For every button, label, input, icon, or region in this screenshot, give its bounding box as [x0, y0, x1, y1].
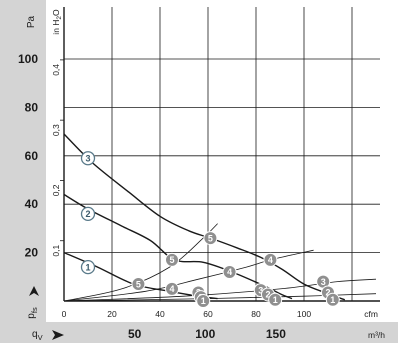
pa-tick-label: 20 [25, 246, 39, 260]
m3h-tick-label: 50 [128, 327, 142, 341]
operating-point-label: 5 [208, 233, 213, 243]
fan-curve-2 [63, 193, 293, 300]
operating-point-label: 1 [273, 295, 278, 305]
operating-point-label: 2 [265, 290, 270, 300]
m3h-tick-labels: 50 100 150 [128, 327, 286, 341]
cfm-tick-label: 100 [297, 309, 311, 319]
pfs-axis-title: pfs [26, 307, 39, 319]
operating-point-marker: 3 [80, 151, 96, 166]
operating-point-circle [80, 151, 96, 166]
operating-point-marker: 1 [325, 292, 340, 307]
inch-h2o-tick-label: 0,2 [51, 184, 61, 196]
inch-h2o-unit-end: O [51, 9, 61, 16]
operating-point-label: 3 [321, 277, 326, 287]
operating-point-circle [80, 259, 96, 275]
inch-h2o-unit-main: in H [51, 20, 61, 35]
pa-unit-label: Pa [26, 15, 37, 28]
operating-point-label: 5 [169, 255, 174, 265]
operating-point-marker: 1 [268, 292, 283, 307]
operating-point-label: 1 [201, 296, 206, 306]
operating-point-marker: 1 [80, 259, 96, 275]
qv-arrow-icon [52, 330, 64, 340]
operating-point-circle [80, 206, 96, 222]
operating-point-marker: 5 [131, 277, 146, 292]
m3h-tick-label: 150 [266, 327, 286, 341]
operating-point-label: 1 [85, 262, 90, 272]
operating-point-label: 2 [325, 288, 330, 298]
operating-point-label: 4 [169, 284, 174, 294]
operating-point-marker: 1 [196, 294, 211, 308]
qv-axis-title: qV [32, 329, 43, 342]
pa-tick-labels: 20 40 60 80 100 [18, 52, 38, 260]
operating-point-marker: 4 [165, 281, 179, 296]
pfs-axis-title-sub: fs [30, 307, 39, 313]
operating-point-label: 5 [136, 279, 141, 289]
inch-h2o-tick-labels: 0,1 0,2 0,3 0,4 [51, 64, 61, 257]
operating-point-label: 4 [227, 267, 232, 277]
pa-tick-label: 80 [25, 100, 39, 114]
operating-point-circle [131, 277, 146, 292]
operating-point-marker: 4 [263, 252, 278, 267]
cfm-tick-label: 40 [155, 309, 165, 319]
cfm-tick-label: 80 [251, 309, 261, 319]
operating-point-label: 1 [330, 295, 335, 305]
operating-point-circle [268, 292, 283, 307]
system-line-4 [63, 293, 377, 302]
cfm-tick-label: 20 [107, 309, 117, 319]
operating-point-marker: 5 [165, 252, 179, 267]
operating-point-circle [165, 252, 179, 267]
cfm-tick-label: 0 [62, 309, 67, 319]
bottom-band [0, 322, 398, 343]
pa-tick-label: 40 [25, 197, 39, 211]
operating-point-circle [263, 252, 278, 267]
cfm-tick-label: 60 [203, 309, 213, 319]
left-band [0, 0, 46, 343]
operating-point-label: 3 [258, 285, 263, 295]
operating-point-marker: 2 [80, 206, 96, 222]
operating-point-circle [165, 281, 179, 296]
operating-point-circle [222, 264, 237, 279]
operating-points: 545435342231121321 [80, 151, 340, 308]
grid [60, 7, 380, 302]
pfs-arrow-icon [29, 286, 39, 296]
operating-point-label: 4 [268, 255, 273, 265]
fan-curves [63, 133, 346, 301]
operating-point-marker: 3 [316, 274, 331, 289]
pfs-axis-title-main: p [26, 313, 37, 319]
m3h-tick-label: 100 [195, 327, 215, 341]
inch-h2o-tick-label: 0,1 [51, 245, 61, 257]
operating-point-label: 2 [85, 209, 90, 219]
operating-point-marker: 5 [203, 231, 218, 246]
cfm-tick-labels: 0 20 40 60 80 100 [62, 309, 312, 319]
operating-point-circle [196, 294, 211, 308]
inch-h2o-unit-sub: 2 [56, 16, 63, 20]
operating-point-circle [325, 292, 340, 307]
qv-axis-title-main: q [32, 329, 38, 340]
inch-h2o-tick-label: 0,3 [51, 124, 61, 136]
inch-h2o-tick-label: 0,4 [51, 64, 61, 76]
pa-tick-label: 60 [25, 149, 39, 163]
operating-point-circle [203, 231, 218, 246]
inch-h2o-unit-label: in H2O [51, 9, 63, 35]
pa-tick-label: 100 [18, 52, 38, 66]
fan-curve-3 [63, 133, 346, 301]
cfm-unit-label: cfm [364, 309, 378, 319]
operating-point-label: 3 [85, 153, 90, 163]
m3h-unit-label: m³/h [368, 330, 385, 340]
operating-point-marker: 4 [222, 264, 237, 279]
qv-axis-title-sub: V [38, 333, 43, 342]
